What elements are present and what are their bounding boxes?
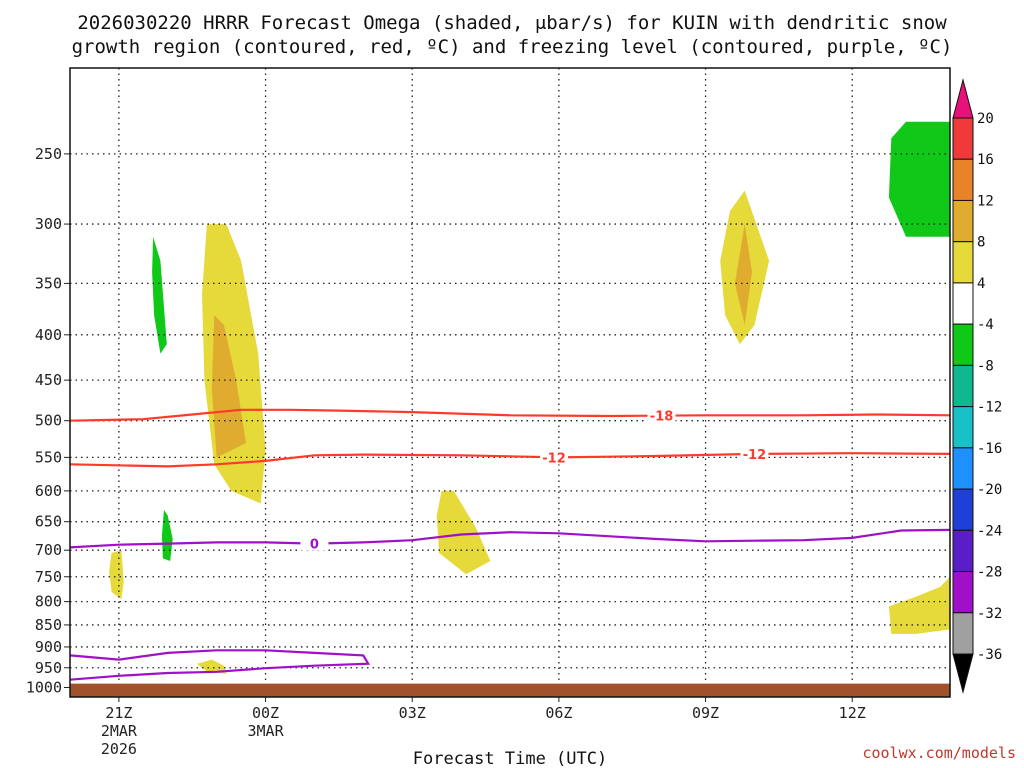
- plot-frame: [69, 67, 951, 698]
- y-tick-label: 900: [35, 638, 62, 656]
- y-tick-label: 550: [35, 448, 62, 466]
- colorbar-swatch: [952, 282, 974, 325]
- contour-label: -12: [542, 451, 566, 466]
- axes: 250 300 350 400 450 500 550 600 650 700 750 800 850 9…: [26, 67, 951, 758]
- x-tick-label: 21Z: [105, 704, 132, 722]
- contour-line--18: [69, 408, 951, 422]
- contour-label: 0: [310, 538, 319, 553]
- y-tick-label: 750: [35, 568, 62, 586]
- omega-region-2: [211, 315, 246, 458]
- contour-line-0: [69, 528, 951, 549]
- colorbar: 20 16 12 8 4 -4 -8 -12 -16 -20 -24 -28 -32 -36: [952, 78, 1002, 694]
- colorbar-swatch: [952, 323, 974, 366]
- colorbar-label: -36: [977, 647, 1002, 663]
- colorbar-swatch: [952, 529, 974, 573]
- chart-title-line2: growth region (contoured, red, ºC) and f…: [72, 36, 953, 58]
- contour-label-bg: [740, 445, 769, 461]
- x-tick-label: 09Z: [692, 704, 719, 722]
- y-tick-label: 800: [35, 593, 62, 611]
- omega-region-0: [152, 236, 167, 354]
- y-tick-label: 1000: [26, 678, 62, 696]
- y-tick-label: 700: [35, 541, 62, 559]
- x-tick-label: 2026: [101, 740, 137, 758]
- colorbar-swatch: [952, 117, 974, 160]
- y-tick-label: 500: [35, 412, 62, 430]
- contour-label-bg: [300, 535, 329, 551]
- freezing-level-loop: [69, 649, 371, 681]
- colorbar-label: 12: [977, 193, 994, 209]
- y-tick-label: 450: [35, 371, 62, 389]
- x-tick-label: 03Z: [399, 704, 426, 722]
- colorbar-swatch: [952, 241, 974, 284]
- colorbar-label: -32: [977, 606, 1002, 622]
- colorbar-label: 8: [977, 235, 985, 251]
- contour-label: -18: [650, 409, 674, 424]
- y-tick-label: 300: [35, 215, 62, 233]
- omega-region-5: [109, 550, 124, 600]
- colorbar-label: -24: [977, 523, 1002, 539]
- colorbar-label: -28: [977, 565, 1002, 581]
- omega-region-10: [888, 576, 950, 634]
- colorbar-swatch: [952, 571, 974, 614]
- x-tick-label: 12Z: [839, 704, 866, 722]
- contour-label-bg: [540, 449, 568, 465]
- colorbar-label: 4: [977, 276, 985, 292]
- omega-region-8: [734, 224, 752, 326]
- colorbar-label: 20: [977, 111, 994, 127]
- x-tick-label: 3MAR: [247, 722, 284, 740]
- colorbar-swatch: [952, 199, 974, 243]
- x-tick-label: 06Z: [545, 704, 572, 722]
- y-tick-label: 650: [35, 513, 62, 531]
- colorbar-swatch: [952, 447, 974, 490]
- colorbar-label: -20: [977, 482, 1002, 498]
- y-tick-label: 850: [35, 616, 62, 634]
- credit-link[interactable]: coolwx.com/models: [862, 744, 1016, 762]
- omega-region-6: [436, 490, 491, 575]
- colorbar-swatch: [952, 406, 974, 449]
- y-tick-label: 350: [35, 274, 62, 292]
- colorbar-swatch: [952, 612, 974, 655]
- y-tick-label: 250: [35, 145, 62, 163]
- colorbar-label: -4: [977, 317, 994, 333]
- colorbar-swatch: [952, 488, 974, 531]
- omega-region-9: [888, 121, 950, 237]
- omega-region-4: [161, 509, 173, 561]
- chart-title-line1: 2026030220 HRRR Forecast Omega (shaded, …: [77, 12, 947, 34]
- colorbar-label: -16: [977, 441, 1002, 457]
- contour-label-bg: [647, 407, 676, 423]
- colorbar-swatch: [952, 364, 974, 408]
- colorbar-bottom-arrow: [952, 653, 974, 694]
- x-tick-label: 00Z: [252, 704, 279, 722]
- y-tick-label: 600: [35, 482, 62, 500]
- contour-line--12: [69, 452, 951, 468]
- colorbar-label: -8: [977, 358, 994, 374]
- omega-region-3: [197, 659, 227, 674]
- y-tick-label: 400: [35, 326, 62, 344]
- x-axis-label: Forecast Time (UTC): [413, 749, 607, 768]
- plot-area: -18 -12 -12 0: [69, 68, 951, 697]
- colorbar-label: -12: [977, 400, 1002, 416]
- contour-label: -12: [743, 448, 767, 463]
- x-tick-label: 2MAR: [101, 722, 138, 740]
- y-tick-label: 950: [35, 659, 62, 677]
- colorbar-label: 16: [977, 152, 994, 168]
- ground-surface: [70, 683, 950, 697]
- colorbar-swatch: [952, 158, 974, 201]
